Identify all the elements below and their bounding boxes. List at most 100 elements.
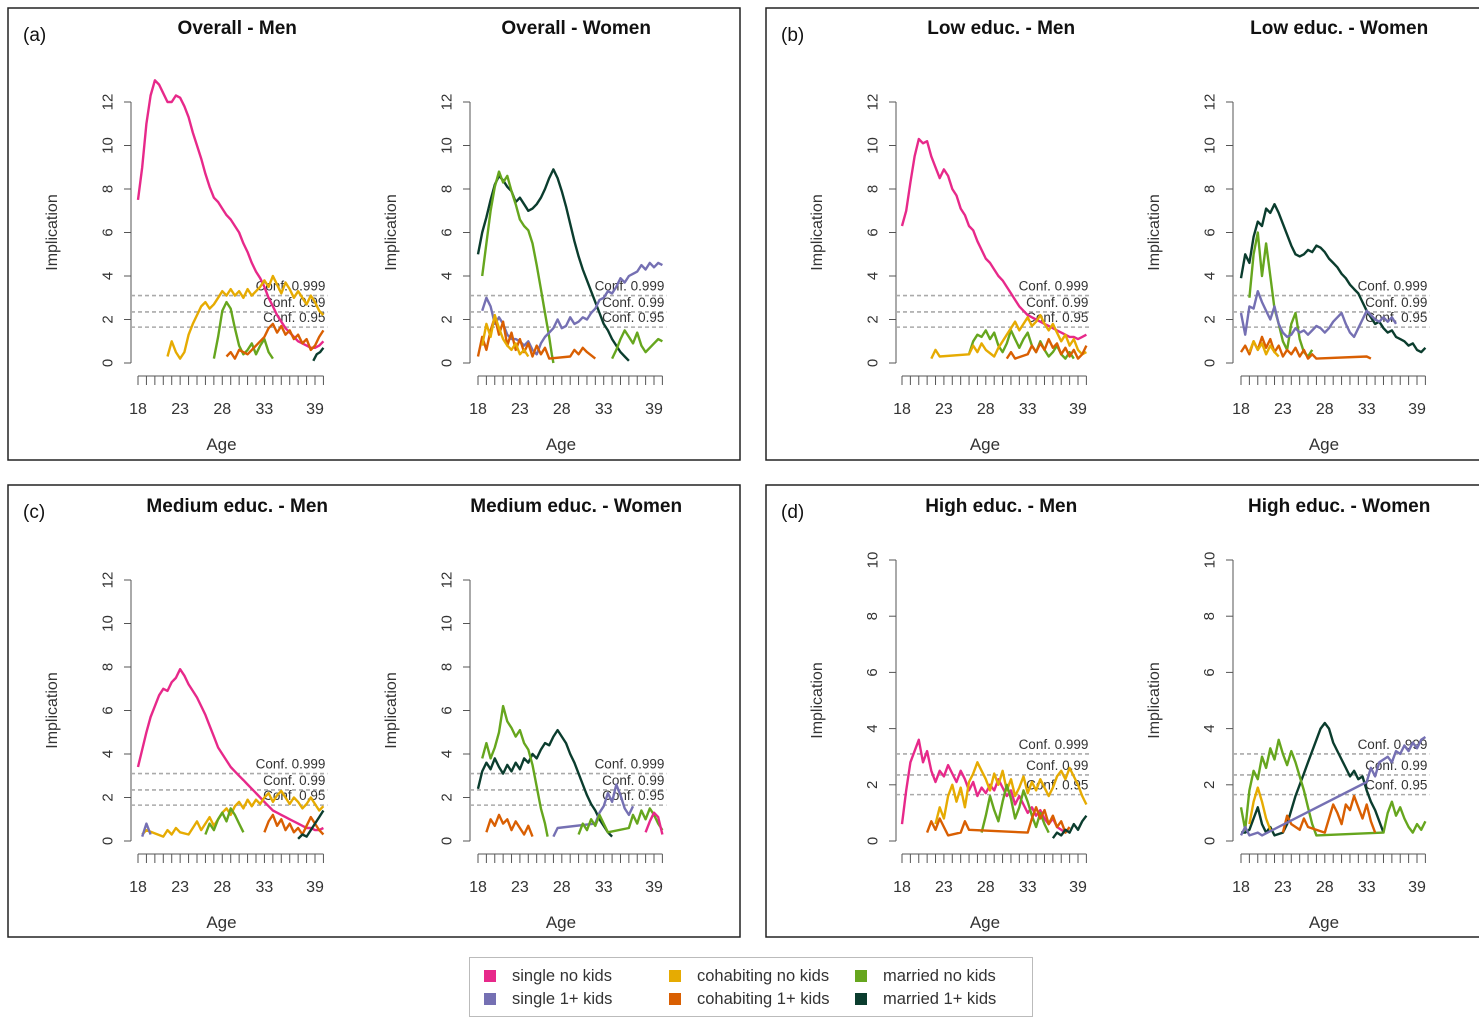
- y-axis-label: Implication: [1146, 194, 1163, 270]
- series-line-married-no-kids: [1239, 738, 1427, 837]
- x-tick-label: 28: [213, 879, 231, 896]
- legend-label: single no kids: [512, 967, 612, 985]
- y-tick-label: 10: [438, 137, 455, 154]
- x-tick-label: 18: [129, 401, 147, 418]
- y-axis-label: Implication: [1146, 662, 1163, 738]
- series-line-married-no-kids: [481, 704, 549, 837]
- y-tick-label: 8: [864, 185, 881, 193]
- y-tick-label: 8: [438, 663, 455, 671]
- y-tick-label: 0: [1201, 837, 1218, 845]
- x-tick-label: 33: [256, 401, 274, 418]
- threshold-label: Conf. 0.95: [1365, 778, 1427, 793]
- series-line-cohabiting-no-kids: [1248, 786, 1272, 831]
- series-line-married-1plus-kids: [1051, 814, 1088, 839]
- y-tick-label: 4: [99, 272, 116, 280]
- y-tick-label: 0: [438, 359, 455, 367]
- y-tick-label: 10: [99, 137, 116, 154]
- y-tick-label: 6: [864, 228, 881, 236]
- y-tick-label: 12: [1201, 94, 1218, 111]
- x-axis-label: Age: [970, 913, 1000, 932]
- series-line-cohabiting-no-kids: [166, 274, 325, 360]
- y-tick-label: 4: [438, 272, 455, 280]
- legend-label: married 1+ kids: [883, 990, 997, 1008]
- y-tick-label: 8: [99, 663, 116, 671]
- y-tick-label: 10: [1201, 137, 1218, 154]
- y-tick-label: 10: [99, 615, 116, 632]
- threshold-label: Conf. 0.95: [602, 310, 664, 325]
- legend-item-single-1plus-kids: single 1+ kids: [484, 990, 612, 1009]
- x-tick-label: 23: [511, 401, 529, 418]
- panel-label: (b): [781, 25, 804, 46]
- y-tick-label: 8: [438, 185, 455, 193]
- y-tick-label: 6: [99, 228, 116, 236]
- x-axis-label: Age: [546, 435, 576, 454]
- panel-frame: [765, 7, 1479, 461]
- legend-item-married-1plus-kids: married 1+ kids: [855, 990, 996, 1009]
- threshold-label: Conf. 0.99: [1365, 295, 1427, 310]
- panel-title: Overall - Men: [178, 18, 297, 39]
- panel-title: Medium educ. - Men: [146, 496, 328, 517]
- legend-swatch-married-no-kids: [855, 970, 867, 982]
- panel-title: Overall - Women: [501, 18, 651, 39]
- series-line-married-no-kids: [204, 807, 245, 835]
- x-tick-label: 33: [1358, 879, 1376, 896]
- y-axis-label: Implication: [383, 194, 400, 270]
- legend-label: single 1+ kids: [512, 990, 613, 1008]
- y-tick-label: 8: [99, 185, 116, 193]
- x-tick-label: 23: [935, 401, 953, 418]
- series-line-cohabiting-no-kids: [1248, 340, 1280, 358]
- y-tick-label: 4: [1201, 272, 1218, 280]
- y-tick-label: 6: [864, 668, 881, 676]
- x-tick-label: 23: [171, 401, 189, 418]
- x-axis-label: Age: [206, 435, 236, 454]
- y-tick-label: 0: [864, 359, 881, 367]
- y-tick-label: 2: [864, 781, 881, 789]
- x-tick-label: 39: [1408, 879, 1426, 896]
- x-tick-label: 23: [935, 879, 953, 896]
- y-tick-label: 8: [1201, 185, 1218, 193]
- series-line-cohabiting-1plus-kids: [1281, 794, 1377, 834]
- series-line-cohabiting-no-kids: [141, 789, 325, 838]
- y-tick-label: 8: [1201, 612, 1218, 620]
- series-line-single-1plus-kids: [141, 822, 152, 837]
- y-tick-label: 2: [438, 793, 455, 801]
- panel-label: (d): [781, 502, 804, 523]
- x-tick-label: 28: [553, 879, 571, 896]
- x-tick-label: 33: [1358, 401, 1376, 418]
- series-line-cohabiting-1plus-kids: [225, 322, 325, 360]
- series-line-married-no-kids: [1248, 231, 1314, 358]
- legend-item-cohabiting-no-kids: cohabiting no kids: [669, 967, 829, 986]
- threshold-label: Conf. 0.999: [595, 757, 665, 772]
- y-tick-label: 4: [438, 750, 455, 758]
- threshold-label: Conf. 0.999: [1358, 279, 1428, 294]
- series-line-cohabiting-no-kids: [934, 761, 1088, 825]
- legend-label: cohabiting no kids: [697, 967, 830, 985]
- x-tick-label: 39: [1408, 401, 1426, 418]
- series-line-married-no-kids: [481, 170, 555, 364]
- y-tick-label: 2: [99, 315, 116, 323]
- y-tick-label: 2: [1201, 315, 1218, 323]
- y-tick-label: 2: [438, 315, 455, 323]
- x-tick-label: 33: [595, 401, 613, 418]
- y-axis-label: Implication: [44, 672, 61, 748]
- y-tick-label: 6: [438, 706, 455, 714]
- series-line-single-no-kids: [644, 811, 664, 835]
- legend-label: married no kids: [883, 967, 996, 985]
- threshold-label: Conf. 0.99: [1026, 758, 1088, 773]
- series-line-married-no-kids: [967, 329, 1075, 360]
- y-tick-label: 12: [864, 94, 881, 111]
- series-line-married-no-kids: [611, 329, 663, 360]
- x-tick-label: 28: [977, 879, 995, 896]
- x-axis-label: Age: [206, 913, 236, 932]
- legend-item-married-no-kids: married no kids: [855, 967, 996, 986]
- series-line-single-no-kids: [136, 668, 324, 832]
- panel-frame: [7, 7, 741, 461]
- panel-label: (c): [23, 502, 45, 523]
- series-line-married-no-kids: [980, 783, 1050, 834]
- y-tick-label: 10: [864, 137, 881, 154]
- y-tick-label: 0: [99, 359, 116, 367]
- threshold-label: Conf. 0.99: [602, 773, 664, 788]
- panel-frame: [7, 484, 741, 938]
- x-axis-label: Age: [970, 435, 1000, 454]
- series-line-cohabiting-1plus-kids: [1005, 337, 1088, 360]
